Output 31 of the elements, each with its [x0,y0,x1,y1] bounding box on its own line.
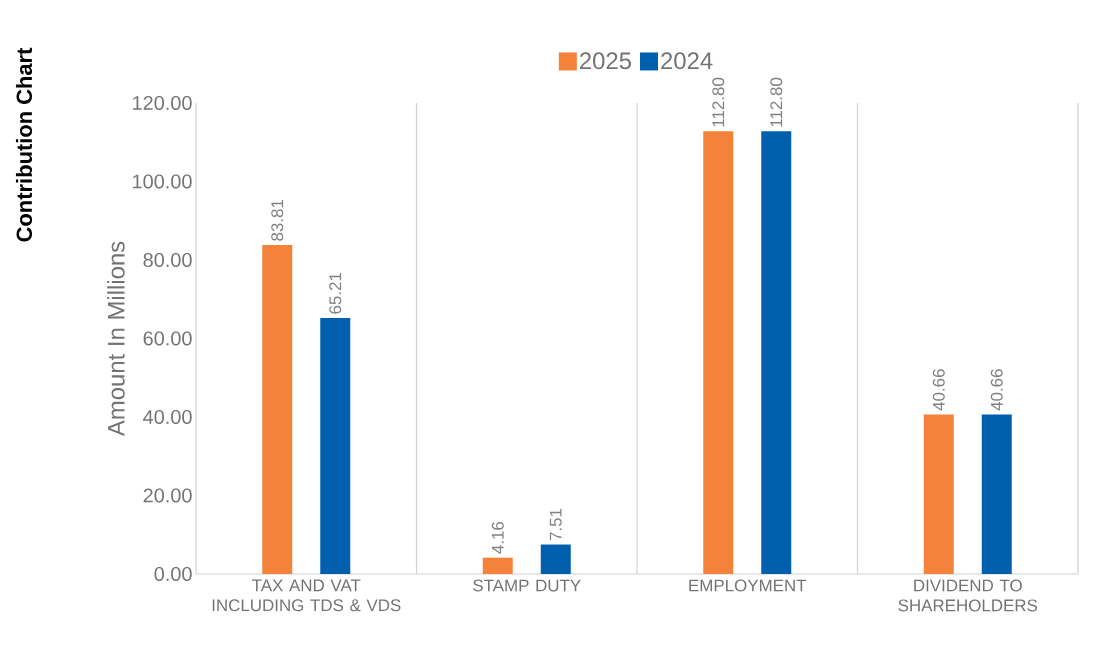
data-label: 83.81 [271,199,284,241]
bar [320,318,351,574]
data-label: 112.80 [770,77,783,127]
x-tick-label: STAMP DUTY [473,579,581,592]
bar [540,544,571,574]
bar [923,414,954,574]
y-tick-label: 60.00 [143,331,192,346]
data-label: 40.66 [932,369,945,411]
data-label: 112.80 [712,77,725,127]
bar [262,245,293,574]
bar [981,414,1012,574]
bar [761,131,792,574]
x-tick-label: TAX AND VAT INCLUDING TDS & VDS [212,579,401,612]
data-label: 4.16 [491,521,504,554]
y-tick-label: 20.00 [143,488,192,503]
bar [703,131,734,574]
bar [482,557,513,574]
data-label: 40.66 [990,369,1003,411]
data-label: 7.51 [549,508,562,541]
text: Contribution Chart [15,47,33,242]
x-tick-label: DIVIDEND TO SHAREHOLDERS [898,579,1038,612]
y-tick-label: 100.00 [133,174,192,189]
data-label: 65.21 [329,272,342,314]
legend-label: 2024 [661,52,713,70]
y-tick-label: 120.00 [133,95,192,111]
y-tick-label: 0.00 [154,566,192,582]
y-tick-label: 80.00 [143,252,192,268]
y-axis-title: Amount In Millions [107,241,125,437]
legend-label: 2025 [580,52,631,70]
x-tick-label: EMPLOYMENT [689,579,807,592]
y-tick-label: 40.00 [143,409,192,425]
